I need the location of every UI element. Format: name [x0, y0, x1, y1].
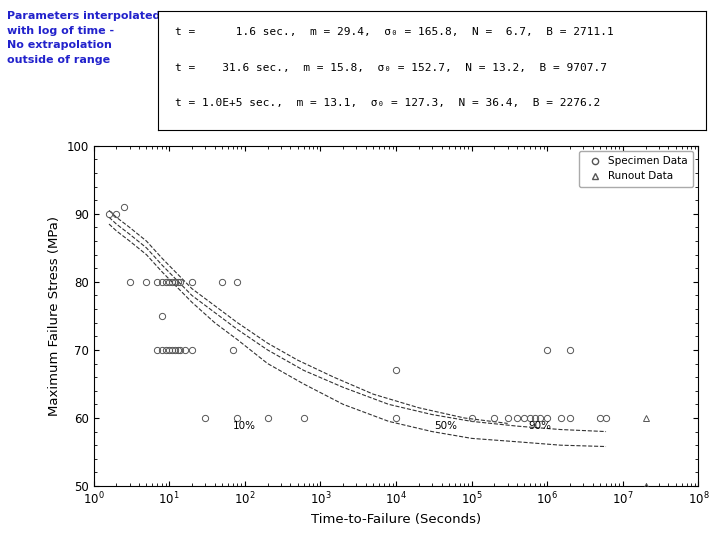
Text: 10%: 10% [233, 421, 256, 431]
Y-axis label: Maximum Failure Stress (MPa): Maximum Failure Stress (MPa) [48, 216, 61, 416]
Text: t =    31.6 sec.,  m = 15.8,  σ₀ = 152.7,  N = 13.2,  B = 9707.7: t = 31.6 sec., m = 15.8, σ₀ = 152.7, N =… [175, 63, 607, 73]
X-axis label: Time-to-Failure (Seconds): Time-to-Failure (Seconds) [311, 513, 481, 526]
Text: 90%: 90% [528, 421, 552, 431]
Text: t =      1.6 sec.,  m = 29.4,  σ₀ = 165.8,  N =  6.7,  B = 2711.1: t = 1.6 sec., m = 29.4, σ₀ = 165.8, N = … [175, 27, 613, 37]
Legend: Specimen Data, Runout Data: Specimen Data, Runout Data [579, 151, 693, 187]
Text: Parameters interpolated
with log of time -
No extrapolation
outside of range: Parameters interpolated with log of time… [7, 11, 161, 65]
Text: 50%: 50% [434, 421, 457, 431]
Text: t = 1.0E+5 sec.,  m = 13.1,  σ₀ = 127.3,  N = 36.4,  B = 2276.2: t = 1.0E+5 sec., m = 13.1, σ₀ = 127.3, N… [175, 98, 600, 109]
